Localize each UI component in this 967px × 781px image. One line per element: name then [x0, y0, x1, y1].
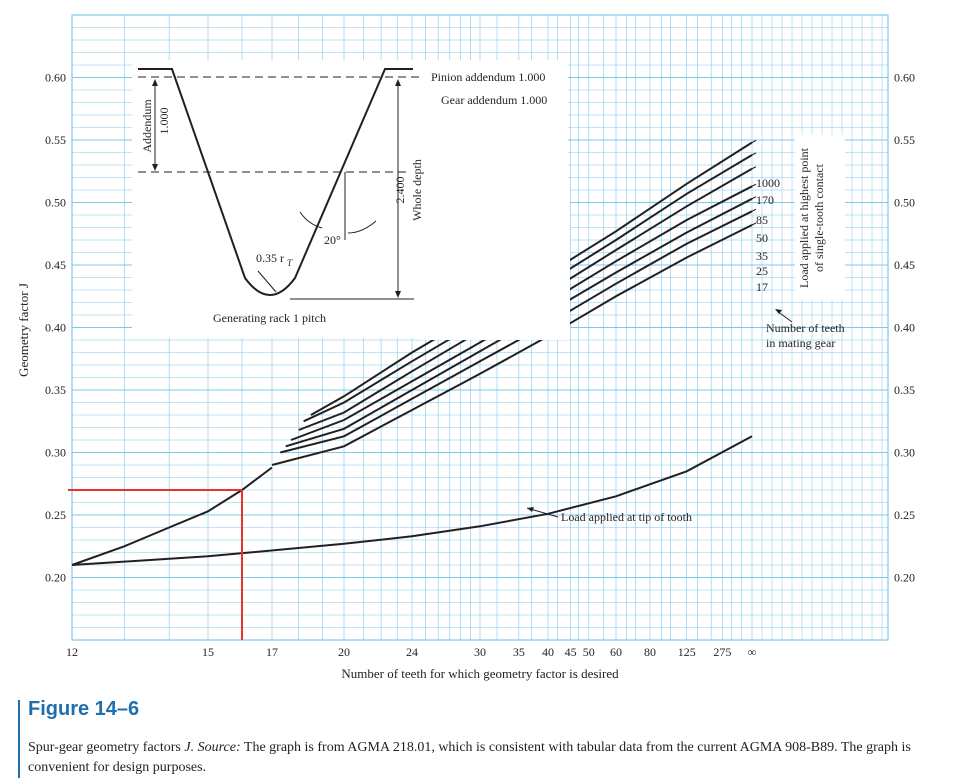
series-leader [751, 152, 757, 156]
y-tick-label: 0.55 [894, 133, 915, 147]
y-tick-labels-right: 0.20 0.25 0.30 0.35 0.40 0.45 0.50 0.55 0.60 [894, 71, 915, 585]
geometry-factor-chart: 0.20 0.25 0.30 0.35 0.40 0.45 0.50 0.55 0.60 0.2… [16, 14, 915, 681]
hpstc-label-line1: Load applied at highest point [797, 147, 811, 288]
series-label-1000: 1000 [756, 176, 780, 190]
series-leader [751, 196, 757, 200]
x-tick-label: ∞ [748, 645, 757, 659]
x-tick-label: 275 [713, 645, 731, 659]
fillet-label: 0.35 r [256, 251, 284, 265]
x-tick-label: 17 [266, 645, 278, 659]
y-tick-label: 0.35 [894, 383, 915, 397]
x-tick-label: 12 [66, 645, 78, 659]
y-tick-label: 0.25 [894, 508, 915, 522]
hpstc-label-bg [795, 135, 845, 300]
y-tick-label: 0.40 [45, 321, 66, 335]
caption-source: Source: [194, 740, 241, 755]
x-tick-label: 60 [610, 645, 622, 659]
rack-profile [138, 68, 413, 296]
series-leader [751, 140, 757, 143]
inset-caption: Generating rack 1 pitch [213, 311, 326, 325]
y-tick-label: 0.30 [894, 446, 915, 460]
tip-load-line [71, 435, 753, 566]
series-label-85: 85 [756, 213, 768, 227]
x-tick-label: 30 [474, 645, 486, 659]
x-axis-label: Number of teeth for which geometry facto… [341, 666, 619, 681]
x-tick-label: 50 [583, 645, 595, 659]
series-label-170: 170 [756, 193, 774, 207]
figure-caption: Spur-gear geometry factors J. Source: Th… [28, 738, 948, 778]
y-tick-label: 0.20 [45, 571, 66, 585]
x-tick-label: 125 [678, 645, 696, 659]
y-tick-label: 0.20 [894, 571, 915, 585]
whole-depth-label: Whole depth [410, 159, 424, 221]
series-label-25: 25 [756, 264, 768, 278]
y-tick-label: 0.30 [45, 446, 66, 460]
series-leader [751, 166, 757, 170]
addendum-label: Addendum [140, 99, 154, 153]
tip-load-label: Load applied at tip of tooth [561, 510, 692, 524]
y-tick-label: 0.35 [45, 383, 66, 397]
y-tick-label: 0.60 [45, 71, 66, 85]
y-tick-labels-left: 0.20 0.25 0.30 0.35 0.40 0.45 0.50 0.55 0.60 [45, 71, 66, 585]
y-tick-label: 0.50 [45, 196, 66, 210]
x-tick-labels: 12 15 17 20 24 30 35 40 45 50 60 80 125 275 ∞ [66, 645, 756, 659]
whole-depth-value: 2.400 [393, 177, 407, 204]
y-tick-label: 0.55 [45, 133, 66, 147]
x-tick-label: 35 [513, 645, 525, 659]
series-leader [751, 208, 757, 212]
x-tick-label: 45 [565, 645, 577, 659]
pressure-angle-label: 20° [324, 233, 341, 247]
series-line-25 [280, 210, 753, 454]
figure-label: Figure 14–6 [28, 698, 140, 720]
caption-j: J. [184, 740, 195, 755]
y-tick-label: 0.25 [45, 508, 66, 522]
angle-arc [347, 220, 377, 234]
series-line-17 [271, 224, 753, 466]
inset-bg [420, 180, 570, 340]
pinion-addendum-label: Pinion addendum 1.000 [431, 70, 545, 84]
figure-accent-bar [18, 700, 20, 778]
x-tick-label: 40 [542, 645, 554, 659]
mating-arrowhead [775, 309, 782, 314]
series-label-50: 50 [756, 231, 768, 245]
highlight-lines [68, 489, 243, 640]
x-tick-label: 20 [338, 645, 350, 659]
series-leader [751, 222, 757, 226]
mating-label-line1: Number of teeth [766, 321, 845, 335]
series-label-17: 17 [756, 280, 768, 294]
x-tick-label: 24 [406, 645, 418, 659]
angle-arc [299, 211, 323, 229]
y-tick-label: 0.50 [894, 196, 915, 210]
y-axis-label: Geometry factor J [16, 283, 31, 377]
base-curve [71, 466, 273, 566]
caption-text: Spur-gear geometry factors [28, 740, 185, 755]
y-tick-label: 0.45 [45, 258, 66, 272]
fillet-subscript: T [287, 258, 293, 268]
x-tick-label: 80 [644, 645, 656, 659]
tip-load-arrowhead [527, 507, 534, 512]
y-tick-label: 0.45 [894, 258, 915, 272]
hpstc-label-line2: of single-tooth contact [812, 163, 826, 272]
addendum-value: 1.000 [157, 108, 171, 135]
gear-addendum-label: Gear addendum 1.000 [441, 93, 547, 107]
series-label-35: 35 [756, 249, 768, 263]
series-leader [751, 183, 757, 187]
rack-inset: Pinion addendum 1.000 Gear addendum 1.000… [132, 60, 570, 340]
y-tick-label: 0.40 [894, 321, 915, 335]
fillet-leader [257, 270, 277, 293]
x-tick-label: 15 [202, 645, 214, 659]
mating-label-line2: in mating gear [766, 336, 835, 350]
y-tick-label: 0.60 [894, 71, 915, 85]
caption-rest: The graph is from AGMA 218.01, which is … [28, 740, 911, 775]
